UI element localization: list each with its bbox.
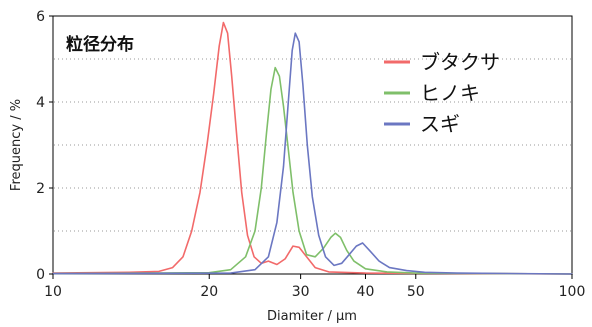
x-tick-label-10: 10 xyxy=(44,284,62,300)
x-tick-label-40: 40 xyxy=(357,284,375,300)
series-lines xyxy=(52,21,573,275)
x-axis: 10 20 30 40 50 100 xyxy=(44,274,585,300)
legend-label-スギ: スギ xyxy=(420,112,460,136)
series-line-ヒノキ xyxy=(52,66,573,275)
x-tick-label-20: 20 xyxy=(200,284,218,300)
x-tick-label-50: 50 xyxy=(407,284,425,300)
y-axis-title: Frequency / % xyxy=(9,99,24,191)
y-tick-label-6: 6 xyxy=(36,9,45,25)
chart-title: 粒径分布 xyxy=(66,34,134,55)
x-axis-title: Diamiter / μm xyxy=(267,309,357,324)
y-axis: 0 2 4 6 xyxy=(36,9,53,283)
x-tick-label-30: 30 xyxy=(292,284,310,300)
legend: ブタクサ ヒノキ スギ xyxy=(384,50,500,136)
series-line-ブタクサ xyxy=(52,21,573,275)
y-tick-label-4: 4 xyxy=(36,95,45,111)
legend-label-ブタクサ: ブタクサ xyxy=(420,50,500,74)
plot-area xyxy=(52,15,573,275)
y-tick-label-2: 2 xyxy=(36,181,45,197)
y-tick-label-0: 0 xyxy=(36,267,45,283)
legend-label-ヒノキ: ヒノキ xyxy=(420,81,480,105)
series-line-スギ xyxy=(52,32,573,275)
x-tick-label-100: 100 xyxy=(559,284,586,300)
